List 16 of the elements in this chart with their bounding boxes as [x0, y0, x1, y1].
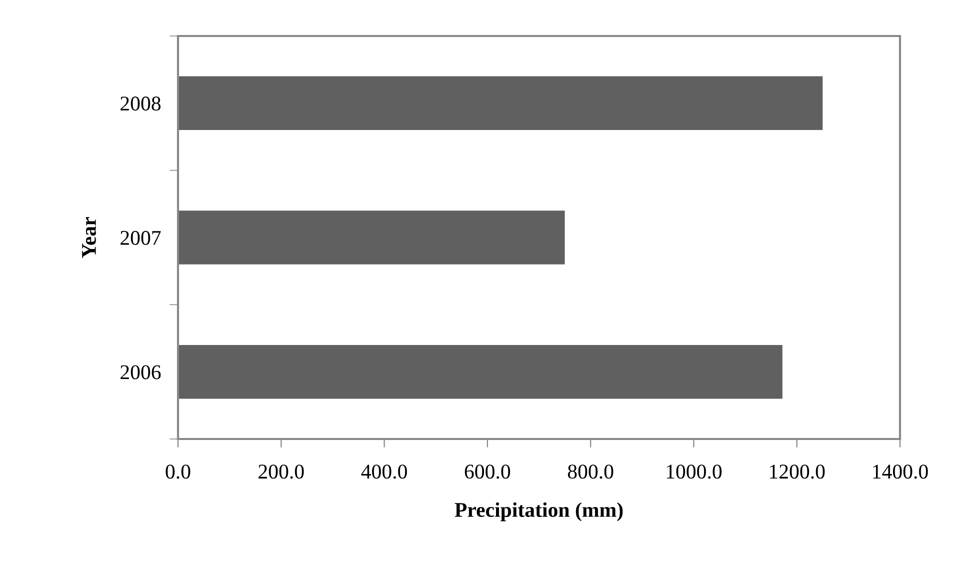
y-tick-label: 2008	[120, 96, 161, 111]
y-tick-label: 2006	[120, 365, 161, 380]
x-axis-title: Precipitation (mm)	[454, 502, 623, 522]
x-tick-label: 1400.0	[873, 464, 928, 479]
x-tick-label: 200.0	[258, 464, 304, 479]
x-tick-label: 0.0	[166, 464, 190, 479]
bar	[178, 344, 782, 399]
x-tick-label: 600.0	[464, 464, 510, 479]
bar	[178, 210, 565, 264]
x-tick-label: 400.0	[361, 464, 407, 479]
x-tick-label: 1200.0	[770, 464, 825, 479]
y-tick-label: 2007	[120, 230, 161, 245]
y-axis-title: Year	[82, 217, 96, 258]
x-tick-label: 1000.0	[666, 464, 722, 479]
x-tick-label: 800.0	[568, 464, 614, 479]
bar	[178, 76, 823, 130]
